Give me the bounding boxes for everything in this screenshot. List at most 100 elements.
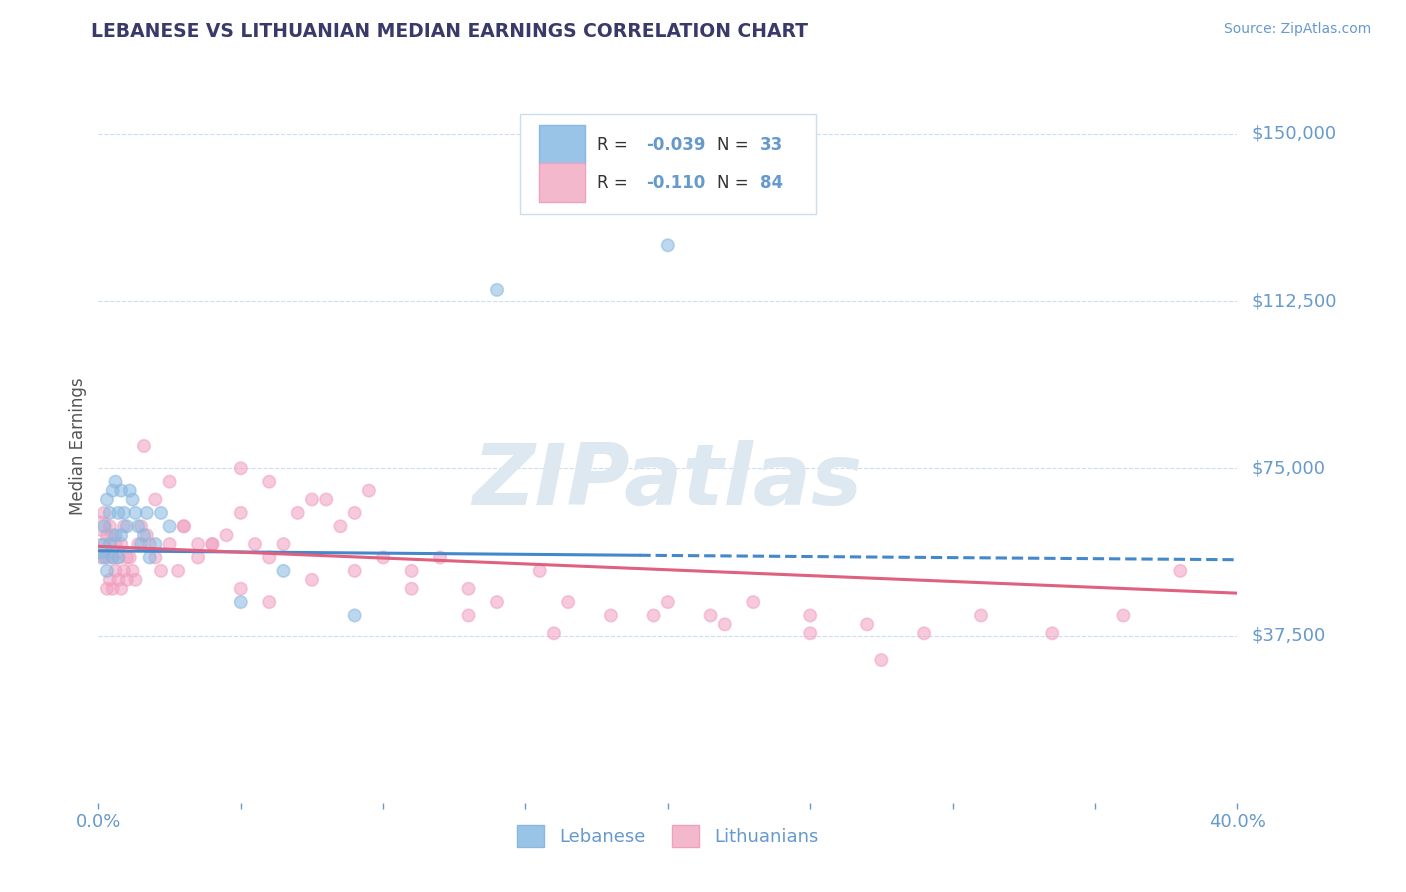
Point [557, 595, 579, 609]
Point [167, 564, 190, 578]
Point [138, 537, 160, 551]
Point [124, 506, 146, 520]
Legend: Lebanese, Lithuanians: Lebanese, Lithuanians [510, 818, 825, 855]
Point [457, 608, 479, 623]
Point [301, 573, 323, 587]
Point [173, 519, 195, 533]
Point [699, 608, 721, 623]
Point [714, 617, 737, 632]
Text: R =: R = [598, 136, 633, 153]
Point [543, 626, 565, 640]
Point [201, 537, 224, 551]
Point [159, 537, 181, 551]
Point [107, 550, 129, 565]
Point [96, 564, 118, 578]
Point [229, 595, 252, 609]
Point [107, 573, 129, 587]
Point [229, 582, 252, 596]
Point [121, 492, 143, 507]
Text: $75,000: $75,000 [1251, 459, 1326, 477]
Point [104, 564, 127, 578]
Text: -0.039: -0.039 [647, 136, 706, 153]
Point [96, 492, 118, 507]
Point [401, 564, 423, 578]
Text: Source: ZipAtlas.com: Source: ZipAtlas.com [1223, 22, 1371, 37]
Point [273, 537, 295, 551]
Point [118, 483, 141, 498]
Point [457, 582, 479, 596]
Point [98, 537, 121, 551]
Point [101, 550, 124, 565]
Point [657, 595, 679, 609]
Point [529, 564, 551, 578]
Point [657, 238, 679, 252]
Point [93, 537, 115, 551]
Point [127, 537, 149, 551]
Point [96, 528, 118, 542]
Point [600, 608, 623, 623]
Point [173, 519, 195, 533]
Point [187, 537, 209, 551]
Point [112, 506, 135, 520]
Point [343, 608, 366, 623]
Point [115, 550, 138, 565]
FancyBboxPatch shape [538, 125, 585, 164]
Point [486, 283, 509, 297]
Point [429, 550, 451, 565]
Point [643, 608, 665, 623]
Point [107, 550, 129, 565]
Point [799, 608, 821, 623]
Text: 84: 84 [761, 174, 783, 192]
Point [373, 550, 395, 565]
Point [124, 573, 146, 587]
Point [101, 582, 124, 596]
Point [343, 564, 366, 578]
FancyBboxPatch shape [520, 114, 815, 214]
FancyBboxPatch shape [538, 162, 585, 202]
Point [287, 506, 309, 520]
Y-axis label: Median Earnings: Median Earnings [69, 377, 87, 515]
Point [315, 492, 337, 507]
Text: LEBANESE VS LITHUANIAN MEDIAN EARNINGS CORRELATION CHART: LEBANESE VS LITHUANIAN MEDIAN EARNINGS C… [91, 22, 808, 41]
Point [856, 617, 879, 632]
Point [742, 595, 765, 609]
Point [98, 519, 121, 533]
Point [259, 550, 281, 565]
Text: N =: N = [717, 174, 754, 192]
Point [96, 550, 118, 565]
Point [112, 519, 135, 533]
Point [273, 564, 295, 578]
Point [229, 461, 252, 475]
Point [1040, 626, 1063, 640]
Point [110, 528, 132, 542]
Point [150, 564, 173, 578]
Text: -0.110: -0.110 [647, 174, 706, 192]
Point [110, 483, 132, 498]
Text: $37,500: $37,500 [1251, 626, 1326, 645]
Point [799, 626, 821, 640]
Point [93, 506, 115, 520]
Point [357, 483, 380, 498]
Point [259, 595, 281, 609]
Text: 33: 33 [761, 136, 783, 153]
Point [135, 528, 157, 542]
Point [229, 506, 252, 520]
Point [115, 519, 138, 533]
Point [98, 573, 121, 587]
Point [970, 608, 993, 623]
Text: $112,500: $112,500 [1251, 292, 1337, 310]
Point [110, 582, 132, 596]
Point [215, 528, 238, 542]
Point [132, 439, 155, 453]
Point [259, 475, 281, 489]
Point [201, 537, 224, 551]
Point [159, 519, 181, 533]
Point [129, 519, 152, 533]
Point [101, 528, 124, 542]
Point [101, 483, 124, 498]
Point [243, 537, 266, 551]
Point [104, 528, 127, 542]
Point [98, 506, 121, 520]
Text: R =: R = [598, 174, 633, 192]
Point [145, 537, 167, 551]
